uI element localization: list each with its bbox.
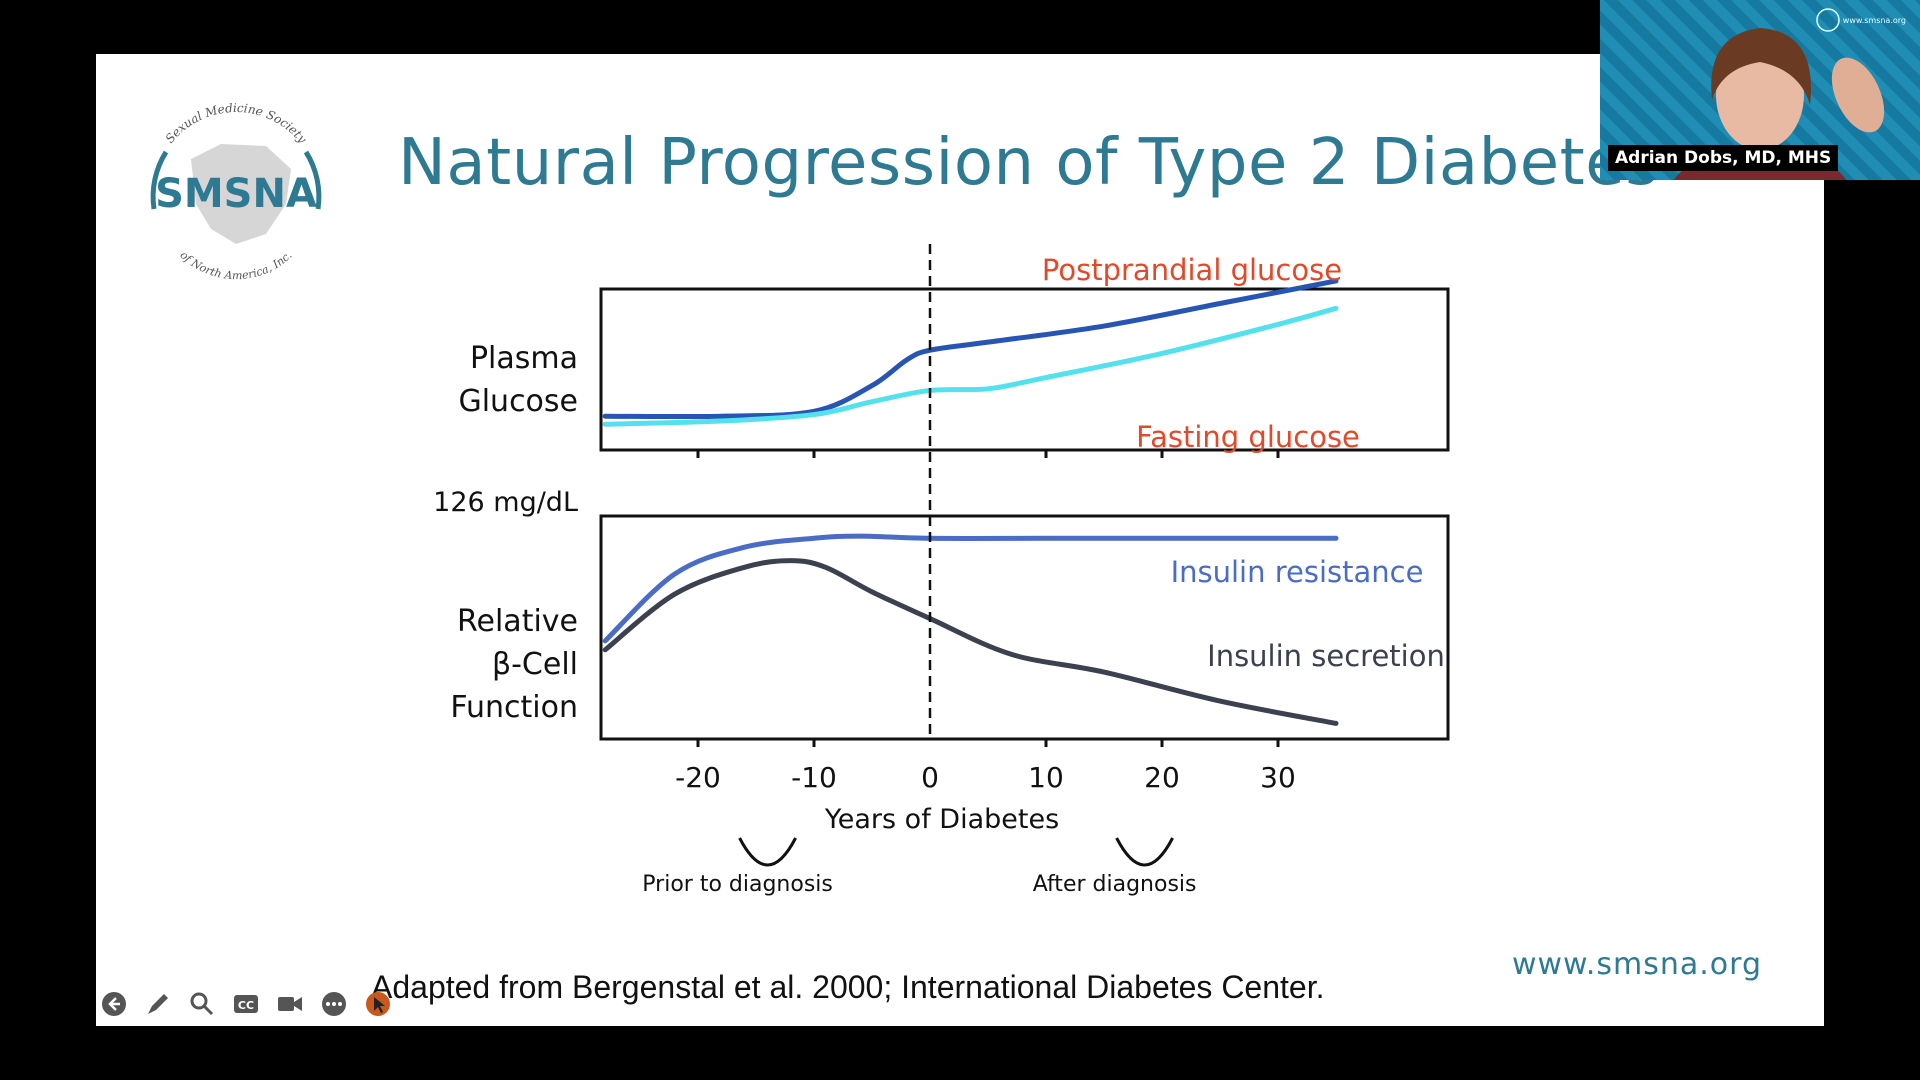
magnifier-icon	[190, 992, 214, 1016]
presentation-toolbar: CC	[98, 988, 394, 1020]
series-label: Fasting glucose	[1136, 420, 1360, 454]
logo-abbreviation: SMSNA	[155, 171, 317, 217]
tile-logo-icon	[1816, 8, 1840, 32]
pen-button[interactable]	[142, 988, 174, 1020]
annotation-label: After diagnosis	[1033, 872, 1197, 897]
website-url[interactable]: www.smsna.org	[1511, 947, 1762, 982]
x-tick-label: 0	[921, 761, 939, 794]
diabetes-progression-chart: Plasma Glucose 126 mg/dL Postprandial gluco…	[433, 244, 1450, 897]
series-line-insulin-resistance	[602, 533, 1339, 644]
x-tick-label: -20	[675, 761, 721, 794]
series-label: Insulin resistance	[1171, 555, 1424, 589]
speaker-name-label: Adrian Dobs, MD, MHS	[1608, 145, 1839, 171]
pen-icon	[148, 994, 168, 1014]
annotation-brace	[1115, 837, 1174, 867]
closed-caption-icon: CC	[234, 995, 258, 1013]
series-label: Insulin secretion	[1207, 639, 1445, 673]
citation-text: Adapted from Bergenstal et al. 2000; Int…	[371, 969, 1325, 1005]
panel-1-frame	[599, 287, 1450, 452]
series-label: Postprandial glucose	[1042, 253, 1342, 287]
x-tick-label: -10	[791, 761, 837, 794]
cc-text: CC	[238, 999, 254, 1012]
back-button[interactable]	[98, 988, 130, 1020]
x-tick-label: 30	[1260, 761, 1296, 794]
x-tick-label: 10	[1028, 761, 1064, 794]
x-axis-label: Years of Diabetes	[824, 804, 1059, 835]
tile-website: www.smsna.org	[1842, 16, 1906, 25]
slide-title: Natural Progression of Type 2 Diabetes	[398, 126, 1659, 200]
annotation-brace	[738, 837, 797, 867]
annotation-label: Prior to diagnosis	[642, 872, 833, 897]
back-arrow-icon	[102, 992, 126, 1016]
series-line-postprandial-glucose	[602, 278, 1339, 420]
y-axis-label-line: Plasma	[470, 341, 578, 376]
zoom-button[interactable]	[186, 988, 218, 1020]
series-line-fasting-glucose	[602, 305, 1339, 427]
y-axis-label-line: β-Cell	[492, 647, 578, 682]
captions-button[interactable]: CC	[230, 988, 262, 1020]
smsna-logo: Sexual Medicine Society of North America…	[150, 101, 322, 282]
x-tick-label: 20	[1144, 761, 1180, 794]
y-marker-label: 126 mg/dL	[433, 487, 578, 518]
y-axis-label-line: Relative	[457, 604, 578, 639]
more-options-icon	[322, 992, 346, 1016]
map-silhouette	[191, 144, 291, 244]
pointer-button[interactable]	[362, 988, 394, 1020]
series-line-insulin-secretion	[602, 558, 1339, 726]
panel-2-frame	[599, 514, 1450, 741]
camera-button[interactable]	[274, 988, 306, 1020]
y-axis-label-line: Function	[450, 690, 578, 725]
presentation-slide: Sexual Medicine Society of North America…	[96, 54, 1824, 1026]
more-options-button[interactable]	[318, 988, 350, 1020]
y-axis-label-line: Glucose	[458, 384, 578, 419]
video-camera-icon	[278, 997, 302, 1011]
speaker-video-tile[interactable]: www.smsna.org Adrian Dobs, MD, MHS	[1600, 0, 1920, 180]
pointer-icon	[366, 992, 390, 1016]
